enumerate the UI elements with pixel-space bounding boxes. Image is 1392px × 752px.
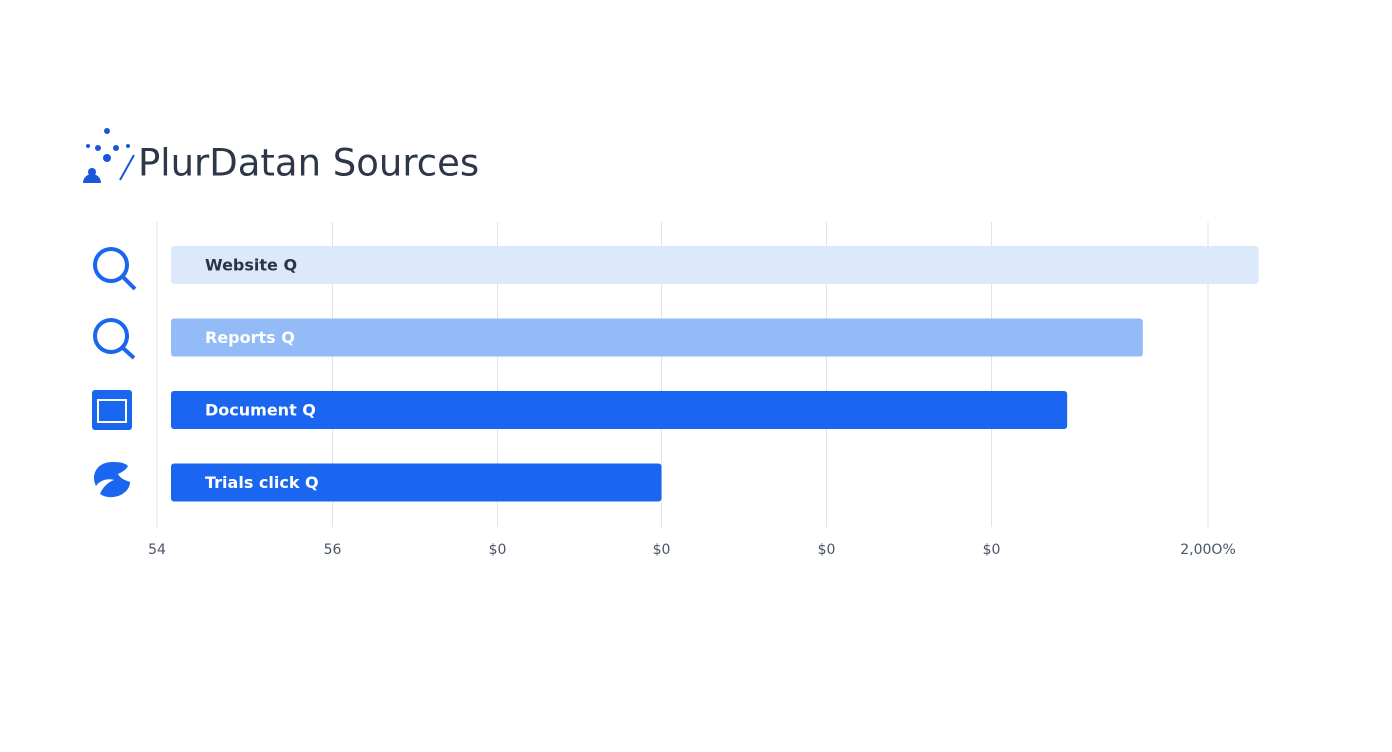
x-tick-label: 54 — [148, 542, 166, 558]
x-tick-label: 2,00O% — [1180, 542, 1236, 558]
x-tick-label: $0 — [818, 542, 836, 558]
bar — [171, 246, 1259, 284]
x-tick-label: $0 — [983, 542, 1001, 558]
bar-label: Website Q — [205, 256, 297, 275]
bar-label: Reports Q — [205, 328, 295, 347]
logo — [83, 128, 135, 183]
bar-label: Document Q — [205, 401, 316, 420]
chart-title: PlurDatan Sources — [138, 142, 479, 185]
row-icons — [92, 247, 137, 498]
bar — [171, 318, 1143, 357]
bar-label: Trials click Q — [205, 473, 319, 492]
bar — [171, 391, 1068, 429]
bar — [171, 463, 662, 502]
x-tick-label: $0 — [653, 542, 671, 558]
x-tick-label: 56 — [324, 542, 342, 558]
x-tick-label: $0 — [489, 542, 507, 558]
